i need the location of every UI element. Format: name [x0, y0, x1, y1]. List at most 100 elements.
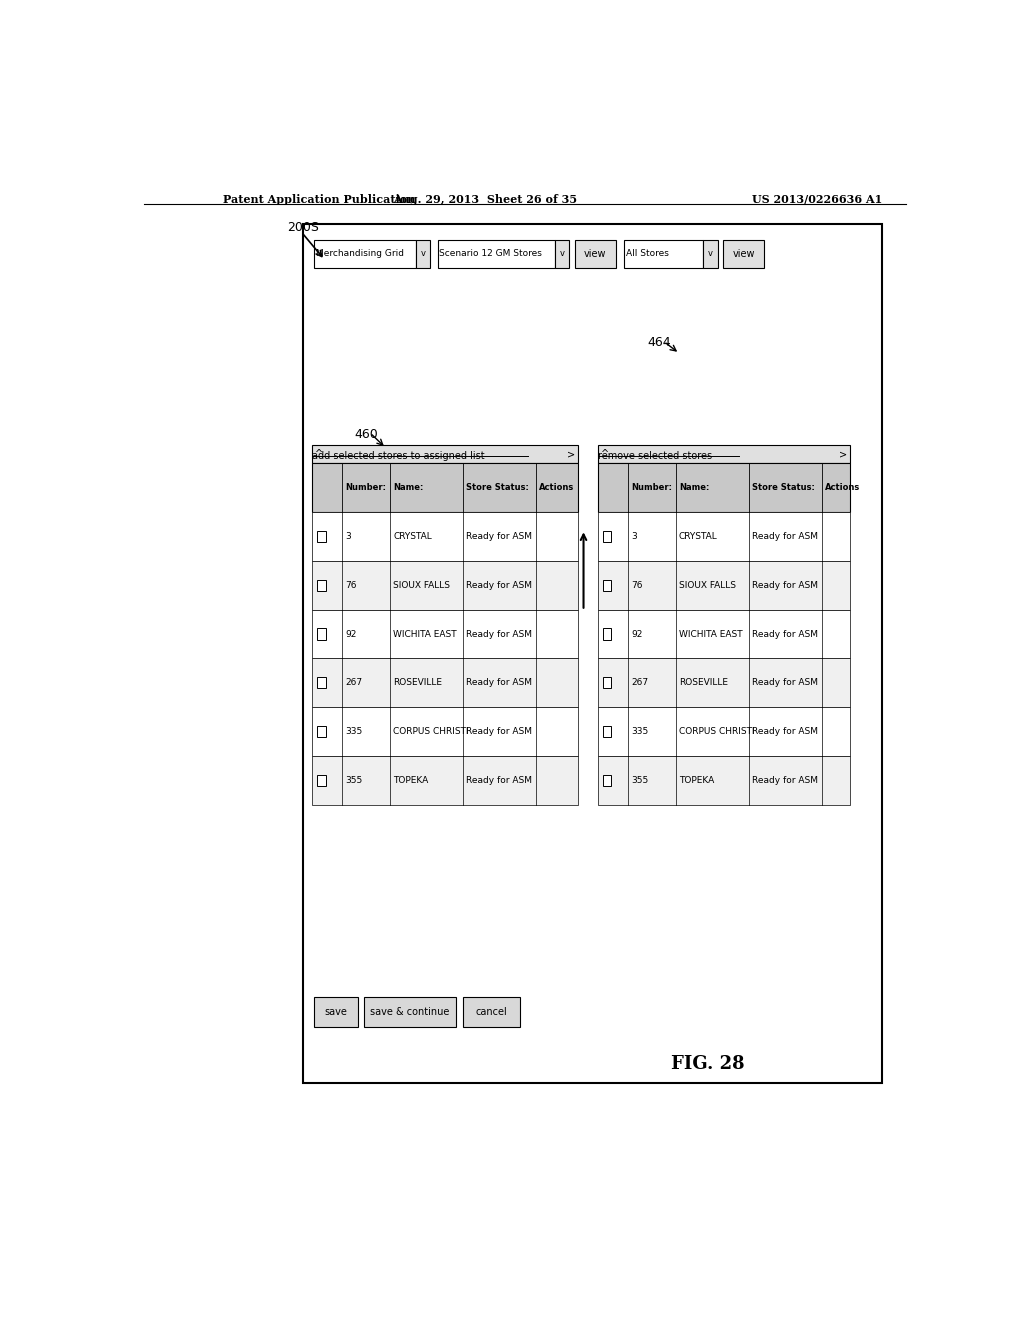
Text: Ready for ASM: Ready for ASM — [466, 630, 532, 639]
Text: >: > — [839, 449, 847, 459]
Text: 355: 355 — [631, 776, 648, 785]
Text: 76: 76 — [631, 581, 643, 590]
Text: 355: 355 — [345, 776, 362, 785]
Bar — [598, 659, 850, 708]
Text: save & continue: save & continue — [371, 1007, 450, 1018]
Text: FIG. 28: FIG. 28 — [671, 1055, 744, 1073]
Bar — [312, 445, 578, 463]
Bar — [463, 997, 520, 1027]
Text: 335: 335 — [631, 727, 648, 737]
Bar — [312, 512, 578, 561]
Bar — [598, 445, 850, 463]
Bar — [574, 240, 616, 268]
Text: 3: 3 — [345, 532, 351, 541]
Bar — [598, 708, 850, 756]
Text: CORPUS CHRISTI: CORPUS CHRISTI — [393, 727, 469, 737]
Bar — [312, 659, 578, 708]
Text: Ready for ASM: Ready for ASM — [752, 727, 818, 737]
Text: Ready for ASM: Ready for ASM — [466, 678, 532, 688]
Text: WICHITA EAST: WICHITA EAST — [679, 630, 742, 639]
Bar — [723, 240, 765, 268]
Text: CRYSTAL: CRYSTAL — [679, 532, 718, 541]
Bar — [602, 775, 611, 785]
Text: Ready for ASM: Ready for ASM — [466, 532, 532, 541]
Bar — [437, 240, 555, 268]
Text: SIOUX FALLS: SIOUX FALLS — [393, 581, 451, 590]
Text: remove selected stores: remove selected stores — [598, 451, 712, 461]
Text: Ready for ASM: Ready for ASM — [752, 581, 818, 590]
Bar — [312, 463, 578, 512]
Bar — [602, 628, 611, 640]
Bar — [598, 463, 850, 512]
Bar — [598, 756, 850, 805]
Text: Merchandising Grid: Merchandising Grid — [316, 249, 404, 259]
Text: Name:: Name: — [679, 483, 710, 492]
Text: Number:: Number: — [345, 483, 386, 492]
Bar — [598, 512, 850, 561]
Bar — [602, 531, 611, 543]
Bar — [316, 628, 326, 640]
Text: 267: 267 — [631, 678, 648, 688]
Bar — [314, 997, 358, 1027]
Bar — [602, 726, 611, 738]
Bar — [624, 240, 703, 268]
Text: v: v — [559, 249, 564, 259]
Text: 335: 335 — [345, 727, 362, 737]
Text: Ready for ASM: Ready for ASM — [466, 727, 532, 737]
Text: Store Status:: Store Status: — [752, 483, 815, 492]
Text: Number:: Number: — [631, 483, 672, 492]
Text: 200S: 200S — [287, 222, 318, 235]
Text: ^: ^ — [315, 449, 324, 459]
Bar — [312, 756, 578, 805]
Bar — [602, 677, 611, 689]
Text: 76: 76 — [345, 581, 357, 590]
Text: Ready for ASM: Ready for ASM — [752, 776, 818, 785]
Text: 92: 92 — [631, 630, 642, 639]
Text: Ready for ASM: Ready for ASM — [752, 630, 818, 639]
Text: 92: 92 — [345, 630, 356, 639]
Text: All Stores: All Stores — [626, 249, 669, 259]
Bar — [312, 708, 578, 756]
Bar — [598, 561, 850, 610]
Text: TOPEKA: TOPEKA — [679, 776, 714, 785]
Text: v: v — [708, 249, 713, 259]
Text: Actions: Actions — [824, 483, 860, 492]
Text: Aug. 29, 2013  Sheet 26 of 35: Aug. 29, 2013 Sheet 26 of 35 — [393, 194, 578, 205]
Bar — [314, 240, 416, 268]
Text: US 2013/0226636 A1: US 2013/0226636 A1 — [752, 194, 882, 205]
Text: CORPUS CHRISTI: CORPUS CHRISTI — [679, 727, 755, 737]
Text: 460: 460 — [354, 428, 378, 441]
Bar — [365, 997, 456, 1027]
Text: Name:: Name: — [393, 483, 424, 492]
Text: Store Status:: Store Status: — [466, 483, 529, 492]
Bar — [703, 240, 718, 268]
Bar — [598, 610, 850, 659]
Text: ROSEVILLE: ROSEVILLE — [679, 678, 728, 688]
Text: ROSEVILLE: ROSEVILLE — [393, 678, 442, 688]
Bar — [316, 775, 326, 785]
Bar — [416, 240, 430, 268]
Text: Actions: Actions — [539, 483, 574, 492]
Text: view: view — [732, 249, 755, 259]
Text: SIOUX FALLS: SIOUX FALLS — [679, 581, 736, 590]
Text: save: save — [325, 1007, 348, 1018]
Text: ^: ^ — [601, 449, 609, 459]
Text: Ready for ASM: Ready for ASM — [752, 678, 818, 688]
Bar — [303, 224, 882, 1084]
Text: Ready for ASM: Ready for ASM — [466, 776, 532, 785]
Text: Patent Application Publication: Patent Application Publication — [223, 194, 416, 205]
Text: TOPEKA: TOPEKA — [393, 776, 428, 785]
Text: >: > — [567, 449, 575, 459]
Bar — [312, 610, 578, 659]
Bar — [316, 726, 326, 738]
Text: cancel: cancel — [475, 1007, 507, 1018]
Text: CRYSTAL: CRYSTAL — [393, 532, 432, 541]
Bar — [316, 531, 326, 543]
Text: 267: 267 — [345, 678, 362, 688]
Bar — [316, 579, 326, 591]
Bar — [312, 561, 578, 610]
Bar — [316, 677, 326, 689]
Text: Scenario 12 GM Stores: Scenario 12 GM Stores — [439, 249, 542, 259]
Text: view: view — [584, 249, 606, 259]
Text: Ready for ASM: Ready for ASM — [752, 532, 818, 541]
